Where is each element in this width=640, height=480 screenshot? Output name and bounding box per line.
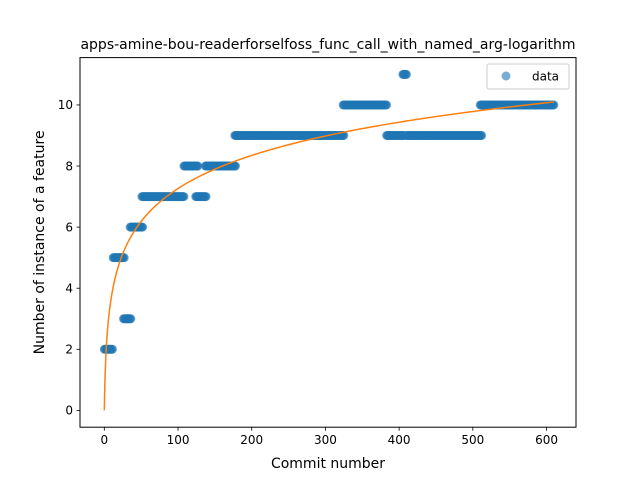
plot-area [99, 69, 559, 411]
x-tick-label: 400 [388, 433, 411, 447]
scatter-point [193, 161, 203, 171]
scatter-series-data [99, 69, 559, 354]
x-tick-label: 100 [167, 433, 190, 447]
scatter-point [382, 100, 392, 110]
scatter-point [401, 69, 411, 79]
scatter-point [107, 344, 117, 354]
x-tick-label: 200 [240, 433, 263, 447]
legend: data [486, 63, 570, 90]
x-tick-label: 0 [101, 433, 109, 447]
x-axis-label: Commit number [271, 456, 385, 472]
scatter-point [179, 192, 189, 202]
y-tick-label: 4 [65, 282, 73, 296]
y-tick-label: 8 [65, 159, 73, 173]
y-axis-label: Number of instance of a feature [32, 130, 48, 354]
scatter-point [477, 130, 487, 140]
scatter-point [231, 161, 241, 171]
scatter-point [126, 314, 136, 324]
legend-label-data: data [532, 70, 559, 84]
x-tick-label: 500 [461, 433, 484, 447]
scatter-point [201, 192, 211, 202]
y-axis-ticks: 0 2 4 6 8 10 [58, 98, 80, 418]
axes-frame [79, 57, 577, 428]
x-tick-label: 300 [314, 433, 337, 447]
y-tick-label: 2 [65, 343, 73, 357]
legend-box [486, 63, 570, 90]
scatter-point [138, 222, 148, 232]
x-axis-ticks: 0 100 200 300 400 500 600 [101, 427, 558, 447]
fit-line [103, 101, 554, 411]
legend-marker-data [501, 71, 511, 81]
chart-title: apps-amine-bou-readerforselfoss_func_cal… [80, 37, 575, 53]
y-tick-label: 6 [65, 220, 73, 234]
y-tick-label: 0 [65, 404, 73, 418]
x-tick-label: 600 [535, 433, 558, 447]
y-tick-label: 10 [58, 98, 73, 112]
